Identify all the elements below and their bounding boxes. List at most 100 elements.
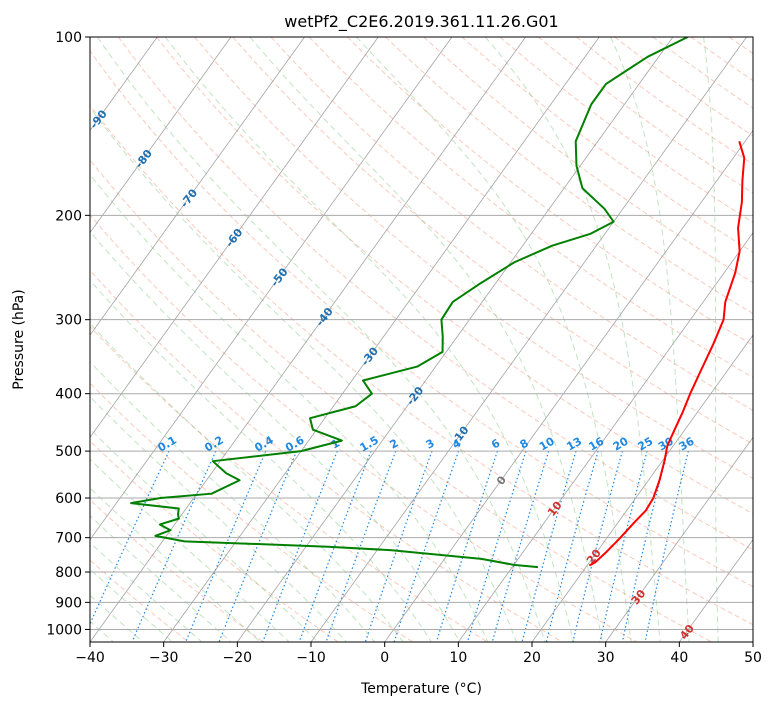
isotherm bbox=[90, 37, 305, 336]
x-tick-label: 40 bbox=[670, 650, 688, 666]
x-tick-label: 30 bbox=[597, 650, 615, 666]
mixing-ratio-label: 3 bbox=[424, 437, 437, 452]
x-tick-label: 50 bbox=[744, 650, 762, 666]
mixing-ratio-line bbox=[90, 450, 170, 626]
isotherm bbox=[531, 334, 753, 642]
moist-adiabat bbox=[164, 37, 575, 642]
isotherm bbox=[90, 37, 526, 642]
mixing-ratio-label: 6 bbox=[489, 436, 502, 451]
dry-adiabat bbox=[423, 37, 753, 284]
moist-adiabat bbox=[484, 37, 661, 642]
moist-adiabat bbox=[90, 106, 517, 642]
isotherm bbox=[0, 37, 10, 642]
x-tick-label: 20 bbox=[523, 650, 541, 666]
mixing-ratio-label: 8 bbox=[518, 437, 531, 452]
x-tick-label: −40 bbox=[75, 650, 105, 666]
dewpoint-line bbox=[130, 37, 689, 569]
isotherm-label: -50 bbox=[268, 265, 291, 289]
dry-adiabat bbox=[90, 440, 339, 642]
dry-adiabat bbox=[232, 37, 753, 445]
isotherm bbox=[384, 129, 753, 642]
x-tick-label: −10 bbox=[296, 650, 326, 666]
isotherm-label: 0 bbox=[494, 473, 509, 487]
moist-adiabat bbox=[90, 428, 319, 642]
temperature-line bbox=[588, 141, 746, 567]
dry-adiabat bbox=[767, 37, 775, 642]
moist-adiabat bbox=[90, 487, 261, 642]
profile-series bbox=[130, 37, 746, 569]
isotherm bbox=[605, 436, 753, 642]
mixing-ratio-line bbox=[185, 450, 267, 642]
x-tick-label: 10 bbox=[449, 650, 467, 666]
y-axis: 100 200 300 400 500 600 700 800 900 1000 bbox=[46, 30, 90, 638]
mixing-ratio-line bbox=[621, 450, 669, 642]
mixing-ratio-line bbox=[218, 450, 298, 642]
isotherm bbox=[752, 641, 753, 642]
isotherm bbox=[458, 232, 753, 642]
dry-adiabat bbox=[90, 325, 488, 642]
x-tick-label: −20 bbox=[223, 650, 253, 666]
dry-adiabat bbox=[90, 159, 712, 642]
y-tick-label: 500 bbox=[55, 444, 82, 460]
isotherm-label: -20 bbox=[404, 384, 427, 408]
moist-adiabat bbox=[90, 568, 173, 642]
moist-adiabat bbox=[90, 279, 432, 642]
moist-adiabat bbox=[90, 322, 404, 642]
plot-frame bbox=[89, 36, 754, 643]
mixing-ratio-line bbox=[572, 450, 623, 642]
isotherm-label: -80 bbox=[133, 147, 156, 171]
dry-adiabat bbox=[499, 37, 753, 223]
mixing-ratio-line bbox=[298, 450, 372, 642]
y-tick-label: 700 bbox=[55, 531, 82, 547]
isotherm-label: -70 bbox=[178, 186, 201, 210]
dry-adiabat bbox=[690, 37, 753, 82]
mixing-ratio-line bbox=[644, 450, 689, 642]
isotherm-label: -30 bbox=[359, 344, 382, 368]
mixing-ratio-line bbox=[491, 450, 550, 642]
moist-adiabat bbox=[90, 515, 232, 642]
mixing-ratio-line bbox=[435, 450, 499, 642]
isotherm bbox=[310, 37, 747, 642]
mixing-ratio-line bbox=[466, 450, 527, 642]
y-tick-label: 400 bbox=[55, 387, 82, 403]
isotherm bbox=[163, 37, 600, 642]
moist-adiabat bbox=[249, 37, 603, 642]
isotherm bbox=[90, 37, 232, 234]
moist-adiabat bbox=[96, 37, 546, 642]
dry-adiabat bbox=[90, 104, 753, 626]
moist-adiabat bbox=[610, 37, 690, 642]
moist-adiabat bbox=[90, 361, 376, 642]
dry-adiabat bbox=[308, 37, 753, 379]
isotherm-label: 30 bbox=[629, 587, 649, 607]
chart-title: wetPf2_C2E6.2019.361.11.26.G01 bbox=[284, 12, 558, 32]
dry-adiabat bbox=[614, 37, 753, 137]
dry-adiabat bbox=[270, 37, 753, 412]
mixing-ratio-line bbox=[521, 450, 577, 642]
dry-adiabat bbox=[90, 214, 638, 642]
moist-adiabat bbox=[90, 458, 290, 642]
y-tick-label: 100 bbox=[55, 30, 82, 46]
grid bbox=[0, 37, 753, 642]
mixing-ratio-line bbox=[393, 450, 460, 642]
background-lines bbox=[90, 37, 775, 642]
x-tick-label: 0 bbox=[380, 650, 389, 666]
isotherm bbox=[90, 37, 379, 439]
mixing-ratio-line bbox=[364, 450, 433, 642]
isotherm bbox=[679, 539, 753, 642]
dry-adiabat bbox=[90, 50, 753, 588]
y-tick-label: 900 bbox=[55, 595, 82, 611]
moist-adiabat bbox=[90, 173, 489, 642]
y-tick-label: 300 bbox=[55, 313, 82, 329]
y-tick-label: 200 bbox=[55, 208, 82, 224]
isotherm bbox=[237, 37, 674, 642]
dry-adiabat bbox=[90, 499, 264, 642]
mixing-ratio-label: 2 bbox=[387, 437, 400, 452]
isotherm-label: -60 bbox=[223, 226, 246, 250]
isotherm-label: -90 bbox=[87, 107, 110, 131]
isotherm-label: -100 bbox=[40, 65, 67, 95]
y-tick-label: 1000 bbox=[46, 622, 82, 638]
dry-adiabat bbox=[90, 269, 563, 642]
dry-adiabat bbox=[194, 37, 753, 480]
